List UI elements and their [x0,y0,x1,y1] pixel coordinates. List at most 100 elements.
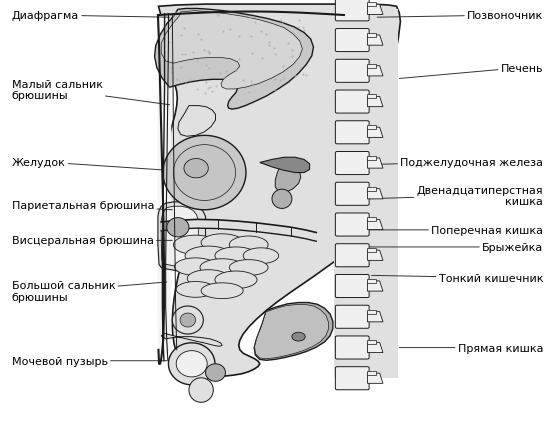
FancyBboxPatch shape [335,213,369,237]
Polygon shape [367,97,383,107]
Polygon shape [173,145,235,201]
Polygon shape [367,189,383,199]
Text: Диафрагма: Диафрагма [12,11,169,21]
Text: Желудок: Желудок [12,157,169,171]
Polygon shape [367,343,383,353]
Polygon shape [275,166,301,193]
Polygon shape [205,364,225,381]
Polygon shape [254,303,333,360]
Polygon shape [159,5,400,376]
FancyBboxPatch shape [335,60,369,83]
Polygon shape [292,332,305,341]
Text: Большой сальник
брюшины: Большой сальник брюшины [12,280,167,302]
Polygon shape [367,279,376,283]
FancyBboxPatch shape [335,91,369,114]
Polygon shape [218,220,238,230]
Polygon shape [174,258,216,276]
Polygon shape [176,282,215,297]
Polygon shape [197,220,218,229]
Polygon shape [178,220,197,230]
Polygon shape [176,351,207,377]
Polygon shape [367,3,376,7]
Text: Поперечная кишка: Поперечная кишка [366,226,543,235]
Polygon shape [367,187,376,191]
Polygon shape [255,305,329,359]
Polygon shape [215,272,257,289]
Polygon shape [367,34,376,38]
Polygon shape [163,136,246,210]
Text: Двенадцатиперстная
кишка: Двенадцатиперстная кишка [366,185,543,207]
Text: Печень: Печень [399,64,543,79]
FancyBboxPatch shape [335,0,369,22]
Polygon shape [367,248,376,253]
Polygon shape [367,159,383,169]
FancyBboxPatch shape [335,29,369,53]
Polygon shape [367,218,376,222]
Polygon shape [260,158,310,173]
Polygon shape [172,306,203,334]
Polygon shape [334,11,398,378]
Polygon shape [189,378,213,403]
Polygon shape [367,281,383,291]
Polygon shape [367,251,383,261]
Text: Поджелудочная железа: Поджелудочная железа [366,157,543,167]
Text: Висцеральная брюшина: Висцеральная брюшина [12,236,172,246]
Polygon shape [167,218,189,237]
Polygon shape [155,10,314,110]
Polygon shape [158,16,171,354]
FancyBboxPatch shape [335,275,369,298]
Polygon shape [275,226,291,237]
Polygon shape [178,106,215,137]
Text: Брыжейка: Брыжейка [366,242,543,252]
Polygon shape [200,259,244,277]
Polygon shape [367,64,376,69]
FancyBboxPatch shape [335,367,369,390]
Polygon shape [367,128,383,138]
FancyBboxPatch shape [335,183,369,206]
Polygon shape [272,190,292,209]
Polygon shape [215,247,257,265]
Text: Позвоночник: Позвоночник [377,11,543,21]
Text: Прямая кишка: Прямая кишка [399,343,543,353]
Polygon shape [291,228,305,239]
Polygon shape [187,270,229,287]
Polygon shape [256,223,275,234]
Polygon shape [367,67,383,77]
Text: Париетальная брюшина: Париетальная брюшина [12,201,172,211]
Polygon shape [162,12,302,90]
Polygon shape [185,247,231,266]
Polygon shape [174,236,218,255]
Polygon shape [367,341,376,345]
Polygon shape [367,95,376,99]
Text: Мочевой пузырь: Мочевой пузырь [12,356,167,366]
Polygon shape [367,5,383,15]
Polygon shape [367,310,376,314]
Polygon shape [367,36,383,46]
Polygon shape [367,126,376,130]
Polygon shape [180,313,195,327]
Polygon shape [243,248,279,264]
Polygon shape [201,283,243,299]
Polygon shape [162,333,222,346]
Polygon shape [169,343,215,385]
FancyBboxPatch shape [335,306,369,328]
Polygon shape [158,202,205,274]
Polygon shape [367,156,376,161]
Polygon shape [162,221,178,231]
FancyBboxPatch shape [335,152,369,175]
FancyBboxPatch shape [335,121,369,145]
Polygon shape [367,312,383,322]
Text: Тонкий кишечник: Тонкий кишечник [372,273,543,283]
Polygon shape [305,230,316,242]
Text: Малый сальник
брюшины: Малый сальник брюшины [12,79,169,106]
Polygon shape [162,207,198,269]
Polygon shape [229,260,268,276]
Polygon shape [367,373,383,383]
FancyBboxPatch shape [335,244,369,267]
FancyBboxPatch shape [335,336,369,359]
Polygon shape [201,234,243,252]
Polygon shape [367,371,376,375]
Polygon shape [184,159,208,178]
Polygon shape [367,220,383,230]
Polygon shape [238,222,256,232]
